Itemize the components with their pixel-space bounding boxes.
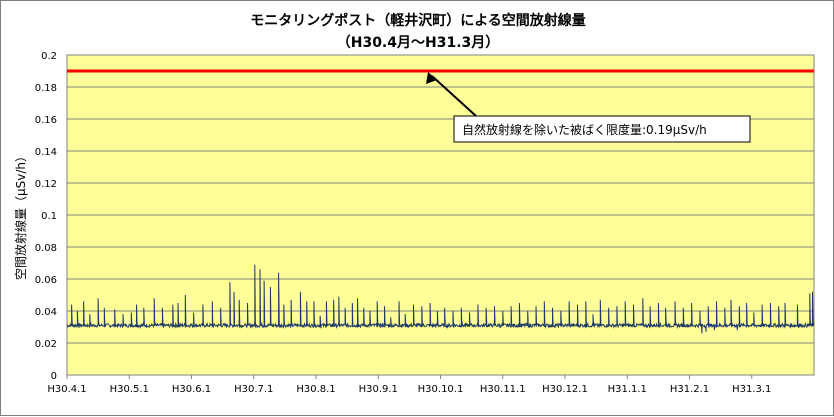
chart-subtitle: （H30.4月～H31.3月）: [336, 35, 500, 51]
x-tick-label: H30.11.1: [480, 384, 526, 395]
x-tick-label: H30.12.1: [542, 384, 588, 395]
x-tick-label: H31.2.1: [670, 384, 709, 395]
y-tick-label: 0: [51, 371, 57, 382]
y-tick-label: 0.14: [35, 147, 57, 158]
y-tick-label: 0.08: [35, 243, 57, 254]
x-tick-label: H30.5.1: [110, 384, 149, 395]
x-tick-label: H31.1.1: [608, 384, 647, 395]
dose-rate-line: [66, 264, 815, 334]
y-tick-label: 0.18: [35, 83, 57, 94]
annotation-arrowhead: [426, 72, 437, 84]
x-tick-label: H30.7.1: [234, 384, 273, 395]
x-tick-label: H31.3.1: [732, 384, 771, 395]
y-tick-label: 0.16: [35, 115, 57, 126]
x-tick-label: H30.8.1: [296, 384, 335, 395]
y-tick-label: 0.02: [35, 339, 57, 350]
x-tick-label: H30.4.1: [47, 384, 86, 395]
annotation-text: 自然放射線を除いた被ばく限度量:0.19μSv/h: [462, 122, 707, 137]
annotation-arrow-shaft: [431, 75, 477, 117]
y-tick-label: 0.2: [41, 51, 57, 62]
annotation-box: [453, 115, 751, 143]
x-tick-label: H30.10.1: [418, 384, 464, 395]
y-tick-label: 0.12: [35, 179, 57, 190]
y-axis-label: 空間放射線量（μSv/h）: [13, 150, 28, 280]
y-tick-label: 0.1: [41, 211, 57, 222]
x-tick-label: H30.6.1: [172, 384, 211, 395]
y-tick-label: 0.04: [35, 307, 57, 318]
y-tick-label: 0.06: [35, 275, 57, 286]
chart-title: モニタリングポスト（軽井沢町）による空間放射線量: [250, 13, 586, 29]
x-tick-label: H30.9.1: [359, 384, 398, 395]
